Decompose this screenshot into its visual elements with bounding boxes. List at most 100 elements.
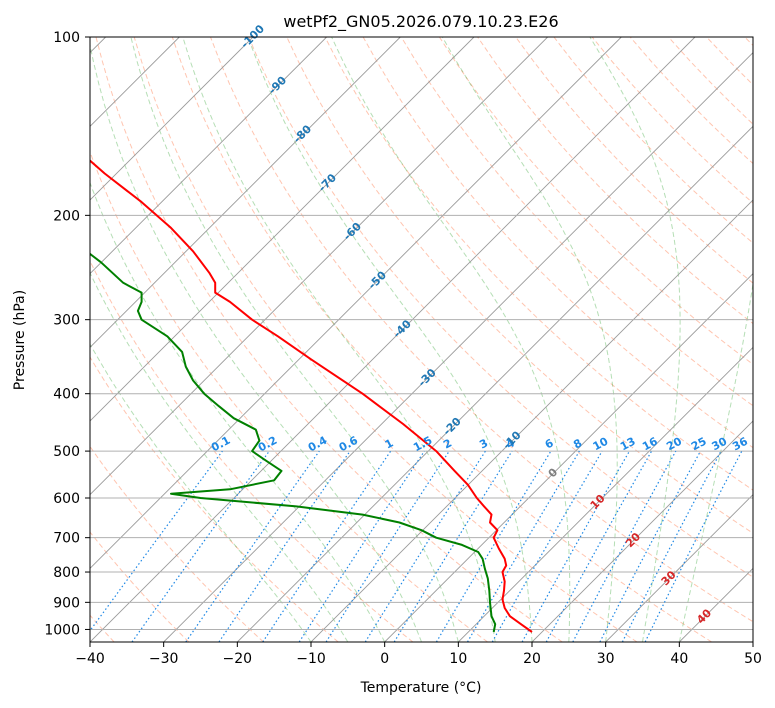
mixing-ratio-line: [185, 450, 320, 642]
isotherm-line: [679, 567, 753, 642]
isotherm-line: [90, 37, 401, 348]
mixing-ratio-label: 3: [477, 436, 490, 451]
mixing-ratio-line: [262, 450, 392, 642]
x-axis-title: Temperature (°C): [360, 680, 482, 696]
mixing-ratio-label: 2: [441, 436, 454, 451]
line-labels: 0.1 0.2 0.4 0.6 1 1.5 2 3 4 6 8 10 13 16 20 25 30 36-100-…: [209, 22, 750, 626]
dry-adiabat-line: [591, 37, 753, 204]
x-tick-label: 10: [449, 651, 467, 667]
moist-adiabat-line: [130, 37, 459, 642]
dry-adiabat-line: [90, 150, 488, 642]
isotherm-line: [90, 37, 475, 422]
mixing-ratio-line: [599, 450, 702, 642]
dry-adiabat-line: [90, 445, 264, 642]
moist-adiabat-line: [90, 271, 349, 642]
isotherm-label: -20: [441, 415, 464, 438]
mixing-ratio-lines: [90, 450, 743, 642]
moist-adiabat-line: [589, 37, 681, 642]
y-tick-label: 800: [53, 565, 80, 581]
isotherm-line: [310, 199, 753, 642]
mixing-ratio-line: [644, 450, 743, 642]
isotherm-line: [237, 125, 753, 642]
isotherm-label: -50: [366, 268, 389, 291]
mixing-ratio-line: [545, 450, 653, 642]
moist-adiabats: [90, 37, 753, 642]
dewpoint-profile-line: [90, 252, 497, 633]
chart-title: wetPf2_GN05.2026.079.10.23.E26: [283, 12, 558, 32]
mixing-ratio-line: [572, 450, 677, 642]
isotherm-label: 30: [659, 568, 679, 588]
mixing-ratio-line: [90, 450, 223, 632]
y-axis-ticks: 100 200 300 400 500 600 700 800 900 1000: [44, 30, 90, 638]
isotherm-line: [90, 37, 696, 642]
dry-adiabat-line: [668, 37, 753, 125]
moist-adiabat-line: [441, 37, 618, 642]
y-tick-label: 900: [53, 595, 80, 611]
mixing-ratio-label: 13: [618, 435, 638, 454]
dry-adiabat-line: [248, 37, 753, 578]
profile-series: [90, 159, 533, 633]
dry-adiabat-line: [515, 37, 753, 284]
isotherm-line: [605, 494, 753, 642]
x-tick-label: 20: [523, 651, 541, 667]
mixing-ratio-label: 30: [710, 435, 730, 454]
mixing-ratio-label: 16: [640, 435, 660, 454]
isotherm-line: [458, 346, 753, 642]
mixing-ratio-label: 10: [591, 434, 611, 453]
isotherm-label: -30: [416, 366, 439, 389]
isotherm-line: [90, 37, 548, 496]
mixing-ratio-line: [218, 450, 351, 642]
temperature-profile-line: [90, 159, 533, 633]
y-tick-label: 700: [53, 531, 80, 547]
isotherm-line: [90, 37, 622, 569]
mixing-ratio-label: 25: [689, 435, 709, 454]
isotherm-label: -10: [500, 428, 523, 451]
mixing-ratio-line: [435, 450, 552, 642]
isotherm-line: [384, 273, 753, 642]
x-tick-label: 0: [380, 651, 389, 667]
x-axis-ticks: −40 −30 −20 −10 0 10 20 30 40 50: [75, 642, 762, 667]
isotherm-label: 40: [694, 606, 714, 626]
pressure-gridlines: [90, 37, 753, 630]
moist-adiabat-line: [247, 37, 533, 642]
mixing-ratio-line: [466, 450, 580, 642]
x-tick-label: −30: [149, 651, 179, 667]
dry-adiabat-line: [133, 37, 638, 642]
mixing-ratio-line: [325, 450, 450, 642]
dry-adiabats: [90, 37, 753, 642]
y-tick-label: 600: [53, 491, 80, 507]
dry-adiabat-line: [324, 37, 753, 491]
y-axis-title: Pressure (hPa): [12, 290, 28, 390]
isotherms: [90, 37, 753, 642]
mixing-ratio-line: [298, 450, 425, 642]
mixing-ratio-line: [131, 450, 270, 642]
isotherm-label: -70: [316, 171, 339, 194]
isotherm-label: -40: [391, 317, 414, 340]
dry-adiabat-line: [95, 37, 563, 642]
dry-adiabat-line: [90, 259, 414, 642]
isotherm-label: -90: [266, 73, 289, 96]
isotherm-line: [90, 37, 254, 201]
dry-adiabat-line: [210, 37, 753, 623]
dry-adiabat-line: [744, 37, 753, 47]
x-tick-label: −40: [75, 651, 105, 667]
moist-adiabat-line: [90, 181, 386, 642]
isotherm-label: -80: [291, 122, 314, 145]
dry-adiabat-line: [553, 37, 753, 244]
y-tick-label: 1000: [44, 622, 80, 638]
dry-adiabat-line: [706, 37, 753, 86]
x-tick-label: 30: [597, 651, 615, 667]
dry-adiabat-line: [400, 37, 753, 407]
y-tick-label: 300: [53, 313, 80, 329]
moist-adiabat-line: [331, 37, 571, 642]
isotherm-line: [752, 641, 753, 642]
x-tick-label: −20: [223, 651, 253, 667]
dry-adiabat-line: [171, 37, 712, 642]
y-tick-label: 500: [53, 444, 80, 460]
mixing-ratio-label: 1: [383, 436, 396, 451]
x-tick-label: 50: [744, 651, 762, 667]
plot-frame: [89, 36, 754, 643]
y-tick-label: 100: [53, 30, 80, 46]
mixing-ratio-label: 20: [664, 434, 684, 453]
mixing-ratio-line: [521, 450, 631, 642]
